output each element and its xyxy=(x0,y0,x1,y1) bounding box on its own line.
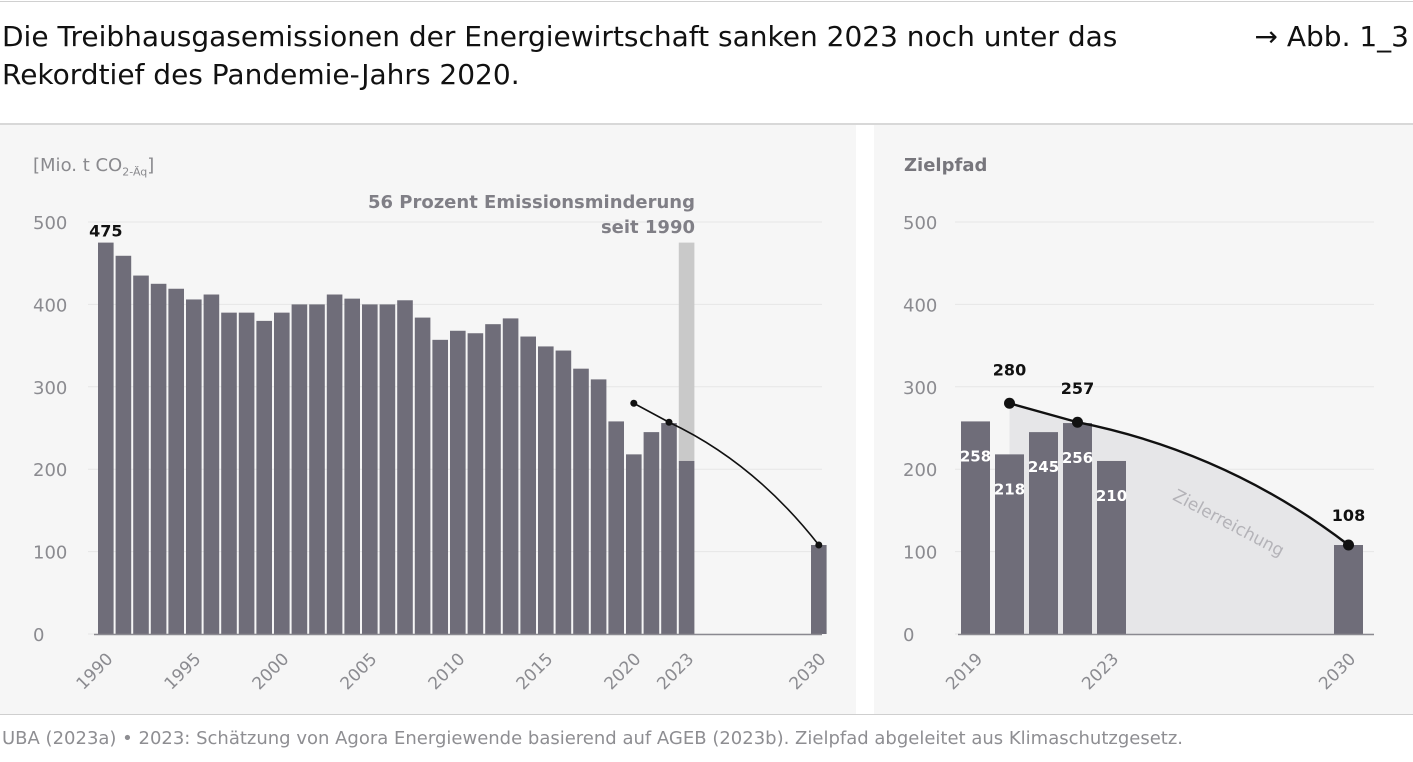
bar-2000 xyxy=(274,312,290,634)
x-tick-left-2005: 2005 xyxy=(337,649,382,694)
chart-headline: Die Treibhausgasemissionen der Energiewi… xyxy=(2,20,1118,91)
bar-2010 xyxy=(450,330,466,634)
reduction-highlight xyxy=(678,242,695,461)
y-tick-right-500: 500 xyxy=(903,213,937,234)
y-tick-right-100: 100 xyxy=(903,543,937,564)
bar-2019 xyxy=(608,421,624,634)
bar-2002 xyxy=(309,304,325,634)
bar-2030 xyxy=(811,545,827,634)
bar-1999 xyxy=(256,320,272,634)
bar-2013 xyxy=(502,318,519,634)
target-path-line-left xyxy=(633,402,820,546)
bar-1998 xyxy=(238,312,255,634)
bar-right-2023 xyxy=(1097,460,1126,634)
target-point-left-2020 xyxy=(630,399,638,407)
y-tick-left-100: 100 xyxy=(33,543,67,564)
y-tick-left-500: 500 xyxy=(33,213,67,234)
bar-2008 xyxy=(414,317,431,634)
y-tick-right-200: 200 xyxy=(903,460,937,481)
bar-2022 xyxy=(661,423,677,634)
bar-2017 xyxy=(573,368,589,634)
bar-2020 xyxy=(626,454,642,634)
value-label-2019: 258 xyxy=(960,447,991,465)
target-label-2020: 280 xyxy=(993,360,1026,379)
bar-1997 xyxy=(221,312,237,634)
bar-right-2022 xyxy=(1063,423,1092,634)
target-point-right-2020 xyxy=(1004,397,1015,409)
bar-1990 xyxy=(98,242,114,634)
bar-2003 xyxy=(326,294,343,634)
bar-2005 xyxy=(362,304,378,634)
bar-2014 xyxy=(520,336,536,634)
bar-2018 xyxy=(590,379,607,634)
bar-2011 xyxy=(467,333,484,634)
value-label-2020: 218 xyxy=(994,480,1025,498)
y-tick-left-200: 200 xyxy=(33,460,67,481)
x-tick-left-2023: 2023 xyxy=(653,649,698,694)
target-path-line-right xyxy=(1009,402,1350,546)
bar-right-2030 xyxy=(1334,545,1363,634)
x-tick-left-2020: 2020 xyxy=(601,649,646,694)
unit-subscript: 2-Äq xyxy=(122,165,148,179)
y-tick-right-0: 0 xyxy=(903,625,914,646)
bar-2001 xyxy=(291,304,308,634)
bar-1993 xyxy=(150,283,167,634)
bar-1994 xyxy=(168,288,184,634)
x-tick-left-2015: 2015 xyxy=(513,649,558,694)
value-label-2022: 256 xyxy=(1062,449,1093,467)
bar-2007 xyxy=(397,300,413,634)
bar-1996 xyxy=(203,294,220,634)
target-achievement-area xyxy=(1009,403,1349,634)
value-label-2023: 210 xyxy=(1096,487,1127,505)
target-label-2022: 257 xyxy=(1061,379,1094,398)
data-label-1990: 475 xyxy=(89,222,122,241)
x-tick-left-2030: 2030 xyxy=(786,649,831,694)
header-rule xyxy=(0,123,1413,125)
bar-right-2021 xyxy=(1029,432,1058,634)
bar-1991 xyxy=(115,255,132,634)
unit-main: Mio. t CO xyxy=(40,155,123,176)
x-tick-left-1995: 1995 xyxy=(161,649,206,694)
figure-reference: → Abb. 1_3 xyxy=(1254,20,1410,53)
bottom-rule xyxy=(0,714,1413,715)
target-point-left-2022 xyxy=(665,418,673,426)
target-point-right-2022 xyxy=(1072,416,1083,428)
bar-1992 xyxy=(133,275,149,634)
top-rule xyxy=(0,1,1413,2)
reduction-annotation-line2: seit 1990 xyxy=(601,217,695,238)
reduction-annotation-line1: 56 Prozent Emissionsminderung xyxy=(368,192,695,213)
bar-2006 xyxy=(379,304,396,634)
value-label-2021: 245 xyxy=(1028,458,1059,476)
y-tick-left-400: 400 xyxy=(33,295,67,316)
target-panel-title: Zielpfad xyxy=(904,155,988,176)
bar-2009 xyxy=(432,339,448,634)
bar-2015 xyxy=(538,346,554,634)
x-tick-right-2023: 2023 xyxy=(1078,649,1123,694)
x-tick-left-2000: 2000 xyxy=(249,649,294,694)
y-axis-unit-label: [Mio. t CO2-Äq] xyxy=(33,155,155,179)
bar-right-2020 xyxy=(995,454,1024,634)
bar-2004 xyxy=(344,298,360,634)
x-tick-right-2019: 2019 xyxy=(942,649,987,694)
bar-2012 xyxy=(485,324,501,634)
x-tick-left-1990: 1990 xyxy=(73,649,118,694)
source-note: UBA (2023a) • 2023: Schätzung von Agora … xyxy=(2,728,1184,749)
bar-2021 xyxy=(643,432,660,634)
target-point-left-2030 xyxy=(815,541,823,549)
bar-1995 xyxy=(186,299,202,634)
target-label-2030: 108 xyxy=(1332,506,1365,525)
y-tick-right-300: 300 xyxy=(903,378,937,399)
bar-2023 xyxy=(678,460,695,634)
bar-right-2019 xyxy=(961,421,990,634)
bar-2016 xyxy=(555,350,572,634)
y-tick-left-300: 300 xyxy=(33,378,67,399)
x-tick-right-2030: 2030 xyxy=(1315,649,1360,694)
target-point-right-2030 xyxy=(1343,539,1354,551)
y-tick-right-400: 400 xyxy=(903,295,937,316)
y-tick-left-0: 0 xyxy=(33,625,44,646)
x-tick-left-2010: 2010 xyxy=(425,649,470,694)
